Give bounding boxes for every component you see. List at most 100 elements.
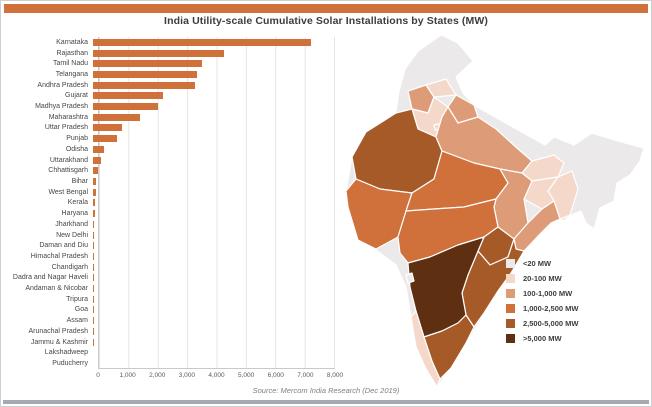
state-label: Arunachal Pradesh bbox=[28, 327, 88, 335]
bar-track bbox=[93, 101, 335, 112]
state-label: Haryana bbox=[61, 210, 88, 218]
bar-track bbox=[93, 294, 335, 305]
state-label: Madhya Pradesh bbox=[35, 103, 88, 111]
bar-track bbox=[93, 262, 335, 273]
bar-row: Gujarat bbox=[7, 91, 335, 102]
bar bbox=[93, 70, 198, 78]
x-tick-label: 1,000 bbox=[119, 372, 136, 379]
page-title: India Utility-scale Cumulative Solar Ins… bbox=[164, 15, 488, 27]
bar bbox=[93, 242, 95, 250]
bar-track bbox=[93, 112, 335, 123]
legend-swatch bbox=[506, 259, 515, 268]
bar-track bbox=[93, 144, 335, 155]
bar-track bbox=[93, 187, 335, 198]
state-label: Lakshadweep bbox=[44, 349, 88, 357]
bar bbox=[93, 124, 123, 132]
bar-row: Bihar bbox=[7, 176, 335, 187]
bar-row: Uttar Pradesh bbox=[7, 123, 335, 134]
legend-item: <20 MW bbox=[506, 259, 578, 268]
bar bbox=[93, 263, 94, 271]
bar bbox=[93, 188, 96, 196]
legend-label: <20 MW bbox=[523, 259, 552, 268]
x-tick-label: 2,000 bbox=[149, 372, 166, 379]
bar-row: Uttarakhand bbox=[7, 155, 335, 166]
bar-row: Telangana bbox=[7, 69, 335, 80]
bar bbox=[93, 167, 99, 175]
legend-label: >5,000 MW bbox=[523, 334, 562, 343]
legend-item: 2,500-5,000 MW bbox=[506, 319, 578, 328]
bar bbox=[93, 145, 105, 153]
state-label: Goa bbox=[74, 306, 88, 314]
bar bbox=[93, 92, 164, 100]
legend-item: 100-1,000 MW bbox=[506, 289, 578, 298]
bar-row: Punjab bbox=[7, 133, 335, 144]
state-label: Odisha bbox=[65, 145, 88, 153]
bar-track bbox=[93, 48, 335, 59]
bar-track bbox=[93, 272, 335, 283]
bar bbox=[93, 210, 95, 218]
state-label: Bihar bbox=[71, 177, 88, 185]
bar bbox=[93, 199, 96, 207]
bar-track bbox=[93, 315, 335, 326]
bar-row: Andaman & Nicobar bbox=[7, 283, 335, 294]
state-label: Puducherry bbox=[52, 359, 88, 367]
map-legend: <20 MW 20-100 MW 100-1,000 MW 1,000-2,500 M… bbox=[506, 259, 578, 349]
bar-row: Jammu & Kashmir bbox=[7, 337, 335, 348]
bar-row: Karnataka bbox=[7, 37, 335, 48]
state-label: Uttarakhand bbox=[49, 156, 88, 164]
bar-track bbox=[93, 155, 335, 166]
legend-label: 20-100 MW bbox=[523, 274, 562, 283]
bar-row: Assam bbox=[7, 315, 335, 326]
state-label: Telangana bbox=[55, 70, 88, 78]
state-label: Himachal Pradesh bbox=[30, 252, 88, 260]
bar-row: Tamil Nadu bbox=[7, 58, 335, 69]
bar-track bbox=[93, 283, 335, 294]
bar-row: Chhattisgarh bbox=[7, 165, 335, 176]
state-label: Tamil Nadu bbox=[52, 60, 88, 68]
source-credit: Source: Mercom India Research (Dec 2019) bbox=[252, 386, 400, 395]
bar-row: Goa bbox=[7, 305, 335, 316]
legend-item: >5,000 MW bbox=[506, 334, 578, 343]
x-tick-label: 0 bbox=[96, 372, 100, 379]
bar bbox=[93, 177, 97, 185]
x-tick-label: 5,000 bbox=[237, 372, 255, 379]
legend-swatch bbox=[506, 289, 515, 298]
map-state-goa bbox=[405, 272, 415, 284]
bar-row: Arunachal Pradesh bbox=[7, 326, 335, 337]
bar-track bbox=[93, 251, 335, 262]
bar-row: Haryana bbox=[7, 208, 335, 219]
state-label: Jharkhand bbox=[55, 220, 88, 228]
legend-label: 2,500-5,000 MW bbox=[523, 319, 579, 328]
legend-label: 100-1,000 MW bbox=[523, 289, 573, 298]
bottom-band bbox=[3, 400, 649, 404]
state-label: Uttar Pradesh bbox=[44, 124, 88, 132]
top-accent-band bbox=[4, 4, 648, 13]
bar bbox=[93, 81, 196, 89]
bar-track bbox=[93, 198, 335, 209]
x-tick-label: 7,000 bbox=[297, 372, 314, 379]
bar-row: Maharashtra bbox=[7, 112, 335, 123]
legend-item: 1,000-2,500 MW bbox=[506, 304, 578, 313]
bar-row: Chandigarh bbox=[7, 262, 335, 273]
x-tick-label: 3,000 bbox=[178, 372, 196, 379]
legend-swatch bbox=[506, 319, 515, 328]
state-label: Andaman & Nicobar bbox=[25, 285, 88, 293]
state-label: New Delhi bbox=[56, 231, 88, 239]
india-map-svg bbox=[346, 34, 645, 388]
bar-track bbox=[93, 347, 335, 358]
bar-track bbox=[93, 305, 335, 316]
bar bbox=[93, 60, 203, 68]
state-label: Assam bbox=[66, 317, 88, 325]
bar bbox=[93, 135, 117, 143]
x-axis-ticks: 0 1,000 2,000 3,000 4,000 5,000 6,000 7,000 8,00… bbox=[96, 372, 343, 382]
bar bbox=[93, 252, 94, 260]
state-label: Punjab bbox=[66, 135, 88, 143]
state-label: Gujarat bbox=[65, 92, 88, 100]
bar-track bbox=[93, 165, 335, 176]
legend-label: 1,000-2,500 MW bbox=[523, 304, 579, 313]
bar bbox=[93, 113, 141, 121]
bar-row: Daman and Diu bbox=[7, 240, 335, 251]
state-label: Andhra Pradesh bbox=[37, 81, 88, 89]
state-label: Tripura bbox=[66, 295, 88, 303]
